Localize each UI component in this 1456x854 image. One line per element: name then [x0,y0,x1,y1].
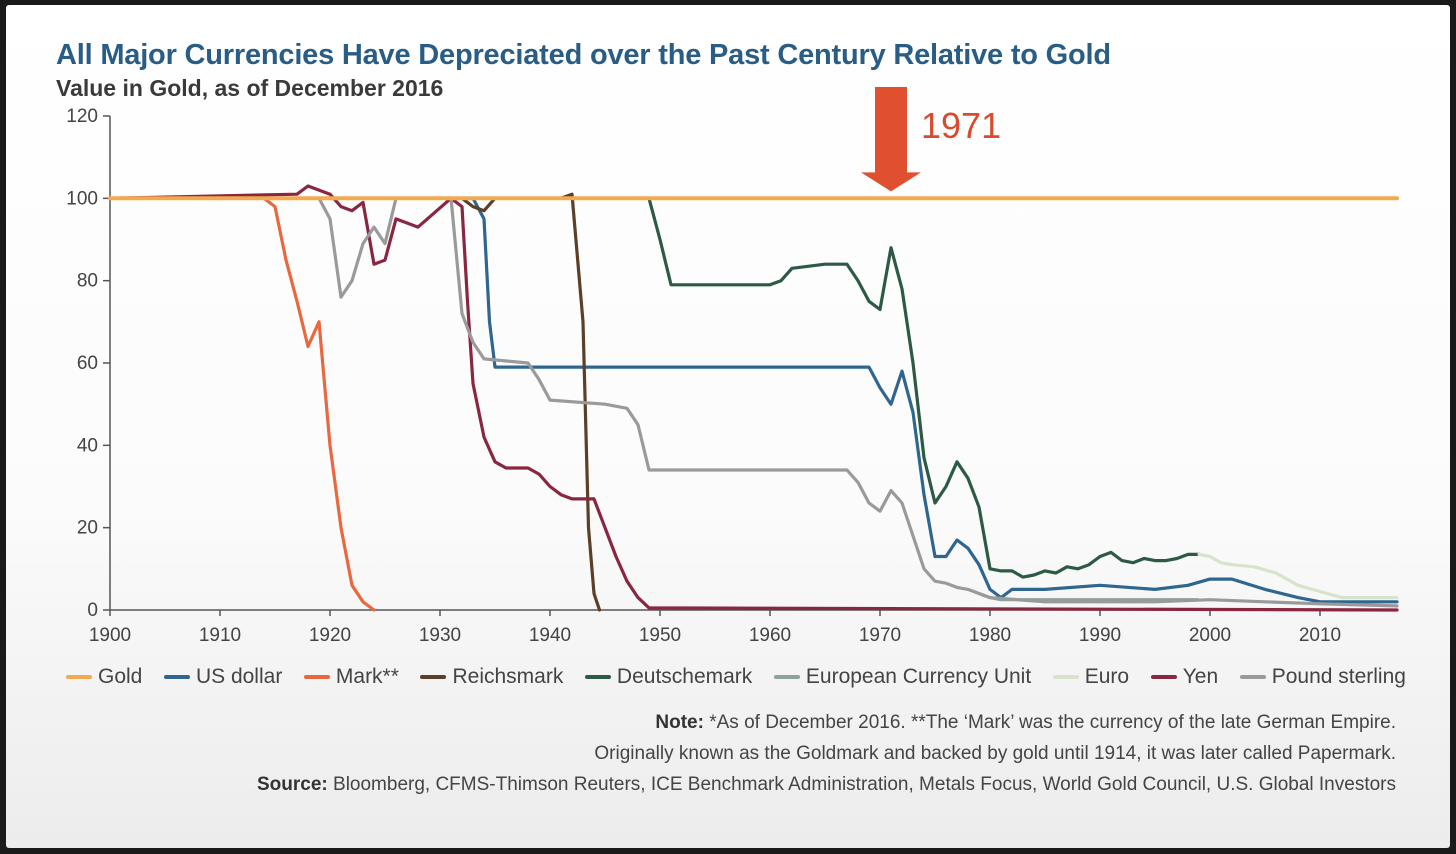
chart-title: All Major Currencies Have Depreciated ov… [56,39,1111,71]
x-tick-label: 1950 [639,625,681,646]
notes-block: Note: *As of December 2016. **The ‘Mark’… [257,707,1396,800]
note-label: Note: [655,712,704,733]
x-tick-label: 1920 [309,625,351,646]
legend-swatch [773,675,800,679]
legend-item-european-currency-unit: European Currency Unit [773,665,1032,689]
source-line: Source: Bloomberg, CFMS-Thimson Reuters,… [257,769,1396,800]
legend-swatch [584,675,611,679]
legend-label: Deutschemark [616,665,753,688]
series-line-us-dollar [108,196,1399,604]
note-line-1: Note: *As of December 2016. **The ‘Mark’… [257,707,1396,738]
x-tick-label: 1990 [1079,625,1121,646]
legend-item-yen: Yen [1150,665,1219,689]
chart-frame: All Major Currencies Have Depreciated ov… [6,5,1450,848]
legend-item-gold: Gold [66,665,142,689]
x-tick-label: 1980 [969,625,1011,646]
legend-label: US dollar [195,665,283,688]
legend-swatch [66,675,92,679]
y-tick-label: 0 [87,600,98,621]
chart-legend: Gold US dollar Mark** Reichsmark Deutschemar… [66,665,1406,689]
line-chart: 0 20 40 60 80 100 120 1900 1910 1920 1930 1940 1950 1… [66,87,1399,646]
y-tick-label: 100 [66,188,98,209]
source-label: Source: [256,774,328,795]
note-text-1: *As of December 2016. **The ‘Mark’ was t… [709,712,1396,733]
legend-item-reichsmark: Reichsmark [420,665,563,689]
x-tick-label: 1960 [749,625,791,646]
annotation-arrow [861,87,921,192]
series-line-pound-sterling [108,196,1399,608]
series-line-yen [108,184,1399,612]
legend-label: Pound sterling [1271,665,1406,688]
annotation-layer: 1971 [861,87,1001,192]
annotation-label: 1971 [921,105,1001,146]
legend-label: European Currency Unit [805,665,1032,688]
legend-label: Euro [1084,665,1130,688]
legend-swatch [163,675,190,679]
legend-swatch [1052,675,1079,679]
series-line-deutschemark [647,196,1201,579]
y-tick-label: 20 [77,518,98,539]
x-tick-label: 2000 [1189,625,1231,646]
legend-label: Gold [98,665,143,688]
legend-item-pound-sterling: Pound sterling [1239,665,1406,689]
legend-item-us-dollar: US dollar [163,665,283,689]
x-tick-label: 1900 [89,625,131,646]
source-text: Bloomberg, CFMS-Thimson Reuters, ICE Ben… [333,774,1396,795]
legend-swatch [1239,675,1266,679]
x-tick-label: 1930 [419,625,461,646]
legend-item-euro: Euro [1052,665,1130,689]
legend-item-mark: Mark** [303,665,399,689]
legend-label: Mark** [335,665,399,688]
y-tick-label: 60 [77,353,98,374]
x-tick-label: 2010 [1299,625,1341,646]
x-tick-label: 1940 [529,625,571,646]
series-layer [108,184,1399,612]
chart-subtitle: Value in Gold, as of December 2016 [56,75,444,101]
y-tick-label: 40 [77,435,98,456]
legend-item-deutschemark: Deutschemark [584,665,753,689]
note-line-2: Originally known as the Goldmark and bac… [594,743,1396,764]
chart-axes: 0 20 40 60 80 100 120 1900 1910 1920 1930 1940 1950 1… [66,106,1386,646]
series-line-mark [108,196,376,612]
y-tick-label: 80 [77,271,98,292]
legend-swatch [1150,675,1177,679]
legend-label: Reichsmark [452,665,564,688]
x-tick-label: 1910 [199,625,241,646]
legend-swatch [420,675,447,679]
y-tick-label: 120 [66,106,98,127]
legend-swatch [303,675,330,679]
legend-label: Yen [1182,665,1219,688]
series-line-euro [1197,552,1399,600]
x-tick-label: 1970 [859,625,901,646]
